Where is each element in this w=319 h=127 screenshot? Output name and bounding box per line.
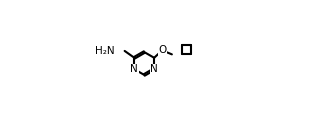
Text: H₂N: H₂N (95, 46, 115, 56)
Text: N: N (130, 64, 138, 74)
Text: N: N (150, 64, 158, 74)
Text: O: O (158, 45, 166, 55)
